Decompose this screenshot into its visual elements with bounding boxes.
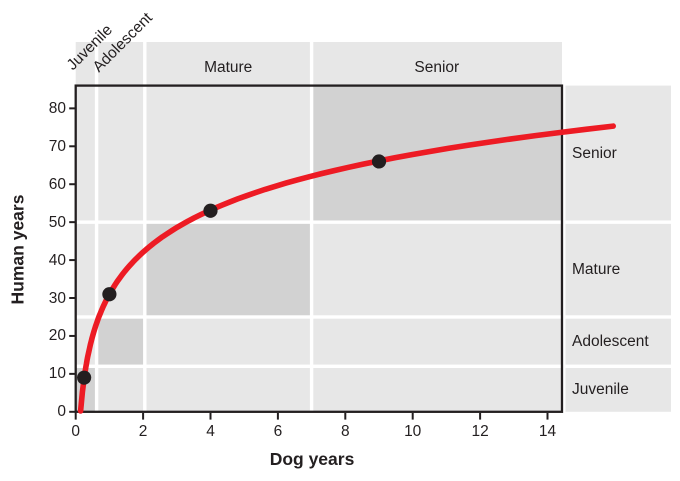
- plot-border: [74, 84, 564, 413]
- top-band-juvenile: [75, 42, 95, 88]
- stage-cell-senior-adolescent: [313, 318, 562, 365]
- top-band-mature: [146, 42, 310, 88]
- y-tick-label: 70: [48, 137, 66, 155]
- x-tick-label: 6: [273, 422, 283, 440]
- stage-cell-adolescent-senior: [98, 85, 144, 221]
- right-stage-label-adolescent: Adolescent: [572, 333, 649, 351]
- x-tick-label: 0: [71, 422, 80, 440]
- data-point: [77, 370, 92, 385]
- right-band-mature: [565, 223, 671, 316]
- stage-cell-mature-senior: [146, 85, 310, 221]
- data-point: [102, 287, 117, 302]
- data-point: [203, 203, 218, 218]
- stage-cell-mature-juvenile: [146, 367, 310, 412]
- stage-cell-mature-adolescent: [146, 318, 310, 365]
- age-curve: [77, 123, 616, 414]
- y-tick-label: 0: [57, 403, 66, 421]
- stage-cell-senior-mature: [313, 223, 562, 316]
- stage-cell-juvenile-senior: [75, 85, 95, 221]
- x-tick-label: 4: [206, 422, 215, 440]
- right-stage-label-mature: Mature: [572, 261, 621, 279]
- right-stage-label-juvenile: Juvenile: [572, 380, 629, 398]
- stage-cell-adolescent-adolescent: [98, 318, 144, 365]
- y-axis-title-wrap: Human years: [0, 86, 36, 412]
- x-tick-label: 14: [538, 422, 557, 440]
- top-stage-label-mature: Mature: [204, 59, 253, 76]
- x-axis-title: Dog years: [269, 449, 355, 469]
- stage-cell-juvenile-mature: [75, 223, 95, 316]
- top-stage-label-senior: Senior: [414, 59, 460, 76]
- y-tick-label: 80: [48, 99, 66, 117]
- top-band-adolescent: [98, 42, 144, 88]
- x-tick-label: 2: [138, 422, 148, 440]
- stage-cell-senior-juvenile: [313, 367, 562, 412]
- data-point: [371, 154, 387, 169]
- y-tick-label: 10: [48, 365, 66, 383]
- x-tick-label: 10: [404, 422, 422, 440]
- y-tick-label: 60: [48, 175, 66, 193]
- stage-cell-adolescent-juvenile: [98, 367, 144, 412]
- right-band-juvenile: [565, 367, 671, 412]
- right-band-senior: [565, 85, 671, 221]
- stage-cell-mature-mature: [146, 223, 310, 316]
- top-band-senior: [313, 42, 562, 88]
- right-stage-label-senior: Senior: [572, 145, 617, 163]
- right-band-adolescent: [565, 318, 671, 365]
- y-tick-label: 40: [48, 251, 66, 269]
- y-axis-title: Human years: [7, 194, 28, 304]
- y-tick-label: 50: [48, 213, 66, 231]
- x-tick-label: 12: [471, 422, 489, 440]
- y-tick-label: 30: [48, 289, 66, 307]
- x-tick-label: 8: [340, 422, 350, 440]
- y-tick-label: 20: [48, 327, 66, 345]
